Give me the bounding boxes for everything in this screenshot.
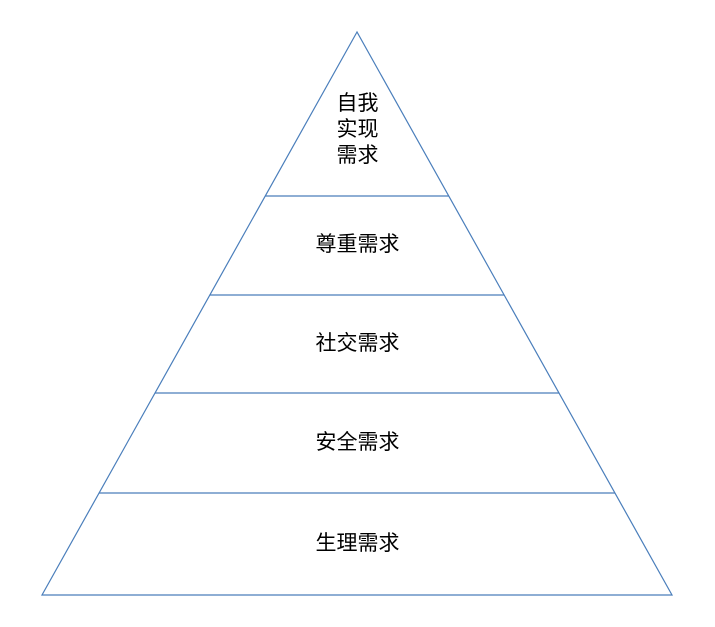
pyramid-diagram: 自我实现需求尊重需求社交需求安全需求生理需求 (0, 0, 715, 627)
pyramid-svg (0, 0, 715, 627)
pyramid-outline (42, 32, 672, 595)
